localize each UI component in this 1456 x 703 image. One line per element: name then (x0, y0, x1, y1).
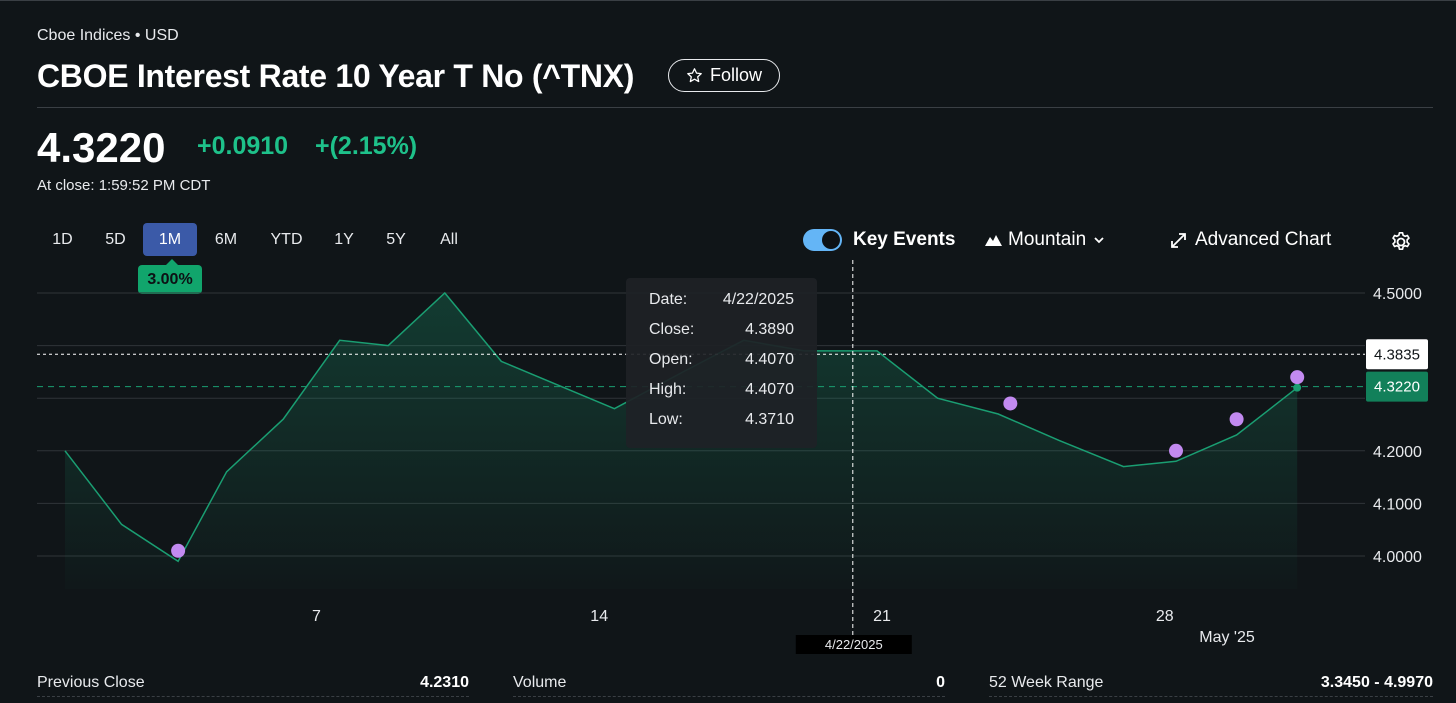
y-axis-ticks: 4.5000 4.2000 4.1000 4.0000 (1373, 286, 1422, 566)
stat-52-week-range: 52 Week Range 3.3450 - 4.9970 (989, 670, 1433, 697)
range-tab-1d[interactable]: 1D (52, 231, 73, 248)
range-tab-1m[interactable]: 1M (143, 223, 197, 256)
tooltip-row-date: Date: 4/22/2025 (649, 291, 794, 308)
key-event-marker (171, 543, 186, 558)
y-tick-label: 4.5000 (1373, 286, 1422, 303)
price-change-percent: +(2.15%) (315, 132, 418, 160)
x-tick-label: 14 (590, 608, 608, 625)
key-event-marker (1290, 370, 1305, 385)
tooltip-row-close: Close: 4.3890 (649, 321, 794, 338)
x-tick-label: May '25 (1199, 629, 1255, 646)
reference-label-box (1366, 371, 1428, 402)
range-tab-all[interactable]: All (440, 231, 458, 248)
exchange-label: Cboe Indices • USD (37, 27, 179, 44)
price-value: 4.3220 (37, 124, 166, 171)
page-title: CBOE Interest Rate 10 Year T No (^TNX) (37, 58, 635, 94)
tooltip-row-open: Open: 4.4070 (649, 351, 794, 368)
chart-tooltip: Date: 4/22/2025 Close: 4.3890 Open: 4.4070 … (626, 278, 817, 448)
key-event-markers (171, 370, 1305, 558)
expand-icon (1171, 232, 1186, 248)
last-price-dot (1293, 383, 1302, 392)
advanced-chart-label: Advanced Chart (1195, 229, 1332, 250)
range-tab-5y[interactable]: 5Y (386, 231, 406, 248)
key-event-marker (1229, 412, 1244, 427)
key-event-marker (1003, 396, 1018, 411)
follow-button[interactable]: Follow (668, 59, 780, 92)
tooltip-row-high: High: 4.4070 (649, 381, 794, 398)
mountain-icon (985, 235, 1002, 246)
close-time: At close: 1:59:52 PM CDT (37, 177, 211, 194)
range-tab-5d[interactable]: 5D (105, 231, 126, 248)
chevron-down-icon (1094, 237, 1104, 244)
reference-label: 4.3835 (1374, 346, 1420, 363)
x-tick-label: 7 (312, 608, 321, 625)
stat-volume: Volume 0 (513, 670, 945, 697)
stats-strip: Previous Close 4.2310 Volume 0 52 Week R… (37, 670, 1433, 703)
reference-label: 4.3220 (1374, 379, 1420, 396)
stat-previous-close: Previous Close 4.2310 (37, 670, 469, 697)
key-events-label: Key Events (853, 229, 956, 250)
y-tick-label: 4.2000 (1373, 444, 1422, 461)
star-icon (687, 68, 702, 83)
crosshair: 4/22/2025 (795, 260, 912, 654)
crosshair-date-label: 4/22/2025 (825, 637, 883, 652)
x-axis-ticks: 7 14 21 28 May '25 (312, 608, 1255, 646)
x-tick-label: 21 (873, 608, 891, 625)
range-tab-6m[interactable]: 6M (214, 231, 238, 248)
range-tab-ytd[interactable]: YTD (270, 231, 303, 248)
key-event-marker (1169, 443, 1183, 458)
gear-icon[interactable] (1390, 231, 1412, 253)
chart-type-label: Mountain (1008, 229, 1087, 250)
reference-label-box (1366, 339, 1428, 370)
tooltip-row-low: Low: 4.3710 (649, 411, 794, 428)
key-events-toggle[interactable] (803, 229, 842, 251)
advanced-chart-button[interactable]: Advanced Chart (1170, 229, 1331, 251)
header-divider (37, 107, 1433, 108)
range-tab-1y[interactable]: 1Y (334, 231, 354, 248)
follow-label: Follow (709, 65, 762, 85)
y-tick-label: 4.1000 (1373, 496, 1422, 513)
y-tick-label: 4.0000 (1373, 549, 1422, 566)
range-tabs: 1D 5D 1M 6M YTD 1Y 5Y All (37, 223, 476, 256)
performance-badge: 3.00% (138, 259, 202, 294)
crosshair-date-box (795, 635, 912, 654)
chart-type-dropdown[interactable]: Mountain (985, 229, 1106, 251)
price-change: +0.0910 (197, 132, 289, 160)
top-divider (0, 0, 1456, 1)
x-tick-label: 28 (1156, 608, 1174, 625)
toggle-knob (822, 231, 840, 249)
